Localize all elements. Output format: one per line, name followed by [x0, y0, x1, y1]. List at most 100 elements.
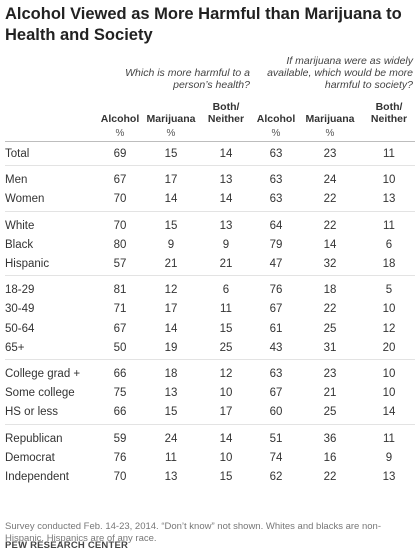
table-cell: 13	[164, 387, 178, 400]
table-cell: 63	[269, 193, 283, 206]
table-cell: 11	[220, 303, 232, 316]
table-row: Men 67 17 13 63 24 10	[0, 170, 419, 190]
health-marijuana-pct: %	[166, 128, 176, 139]
table-cell: 10	[382, 303, 396, 316]
table-cell: 67	[269, 303, 283, 316]
chart-title: Alcohol Viewed as More Harmful than Mari…	[5, 5, 402, 44]
table-cell: 14	[382, 406, 396, 419]
table-cell: 16	[323, 451, 337, 464]
table-row: HS or less 66 15 17 60 25 14	[0, 402, 419, 422]
table-cell: 81	[113, 284, 127, 297]
table-cell: 14	[164, 322, 178, 335]
table-cell: 11	[165, 451, 177, 464]
table-cell: 17	[164, 174, 178, 187]
table-cell: 6	[222, 284, 230, 297]
table-cell: 66	[113, 406, 127, 419]
table-row: 30-49 71 17 11 67 22 10	[0, 299, 419, 319]
table-cell: 63	[269, 368, 283, 380]
table-cell: 10	[382, 387, 396, 400]
table-cell: 22	[323, 471, 337, 483]
table-cell: 15	[219, 322, 233, 335]
table-row: Black 80 9 9 79 14 6	[0, 235, 419, 255]
table-cell: 22	[323, 303, 337, 316]
table-cell: 13	[382, 471, 396, 483]
table-cell: 76	[269, 284, 283, 297]
table-cell: 24	[164, 432, 178, 445]
table-cell: 36	[323, 432, 337, 445]
table-cell: 9	[167, 238, 175, 251]
table-cell: 50	[113, 341, 127, 354]
row-label: Democrat	[5, 451, 55, 464]
table-row: Women 70 14 14 63 22 13	[0, 189, 419, 209]
table-cell: 11	[383, 432, 395, 445]
society-neither-label: Neither	[370, 113, 408, 125]
table-cell: 67	[113, 174, 127, 187]
table-cell: 15	[219, 471, 233, 483]
table-cell: 21	[219, 258, 233, 270]
table-cell: 80	[113, 238, 127, 251]
table-cell: 24	[323, 174, 337, 187]
row-label: HS or less	[5, 406, 59, 419]
society-both-label: Both/	[375, 101, 403, 113]
row-label: White	[5, 219, 35, 232]
health-question-header: Which is more harmful to a person’s heal…	[125, 67, 250, 91]
table-cell: 63	[269, 174, 283, 187]
group-divider	[5, 359, 415, 360]
row-label: Independent	[5, 471, 69, 483]
health-marijuana-header: Marijuana	[146, 113, 196, 125]
table-cell: 25	[323, 322, 337, 335]
table-cell: 23	[323, 368, 337, 380]
table-row: White 70 15 13 64 22 11	[0, 216, 419, 236]
table-cell: 15	[164, 219, 178, 232]
table-cell: 10	[219, 451, 233, 464]
table-row: 65+ 50 19 25 43 31 20	[0, 338, 419, 358]
table-cell: 18	[164, 368, 178, 380]
table-row: Hispanic 57 21 21 47 32 18	[0, 254, 419, 274]
health-alcohol-header: Alcohol	[100, 113, 140, 125]
table-cell: 43	[269, 341, 283, 354]
table-cell: 9	[222, 238, 230, 251]
row-label: Men	[5, 174, 28, 187]
table-cell: 13	[219, 174, 233, 187]
society-marijuana-pct: %	[325, 128, 335, 139]
society-alcohol-header: Alcohol	[256, 113, 296, 125]
table-cell: 32	[323, 258, 337, 270]
table-cell: 22	[323, 193, 337, 206]
table-cell: 76	[113, 451, 127, 464]
table-cell: 70	[113, 471, 127, 483]
row-label: Hispanic	[5, 258, 50, 270]
row-label: Republican	[5, 432, 63, 445]
row-label: Total	[5, 148, 30, 160]
table-cell: 70	[113, 193, 127, 206]
table-cell: 66	[113, 368, 127, 380]
row-label: 50-64	[5, 322, 35, 335]
table-cell: 13	[164, 471, 178, 483]
table-cell: 5	[385, 284, 393, 297]
table-row: Some college 75 13 10 67 21 10	[0, 383, 419, 403]
table-cell: 71	[113, 303, 127, 316]
table-cell: 9	[385, 451, 393, 464]
table-cell: 13	[219, 219, 233, 232]
row-label: College grad +	[5, 368, 81, 380]
table-cell: 10	[382, 174, 396, 187]
table-cell: 20	[382, 341, 396, 354]
table-cell: 47	[269, 258, 283, 270]
row-label: 65+	[5, 341, 25, 354]
group-divider	[5, 275, 415, 277]
source-label: PEW RESEARCH CENTER	[5, 540, 129, 551]
table-cell: 14	[164, 193, 178, 206]
society-alcohol-pct: %	[271, 128, 281, 139]
group-divider	[5, 423, 415, 425]
table-cell: 21	[164, 258, 178, 270]
row-label: 18-29	[5, 284, 35, 297]
table-cell: 23	[323, 148, 337, 160]
health-both-label: Both/	[212, 101, 240, 113]
table-row: 18-29 81 12 6 76 18 5	[0, 280, 419, 300]
table-cell: 14	[219, 148, 233, 160]
table-cell: 79	[269, 238, 283, 251]
table-cell: 14	[323, 238, 337, 251]
table-cell: 70	[113, 219, 127, 232]
table-cell: 6	[385, 238, 393, 251]
society-marijuana-header: Marijuana	[305, 113, 355, 125]
table-cell: 57	[113, 258, 127, 270]
